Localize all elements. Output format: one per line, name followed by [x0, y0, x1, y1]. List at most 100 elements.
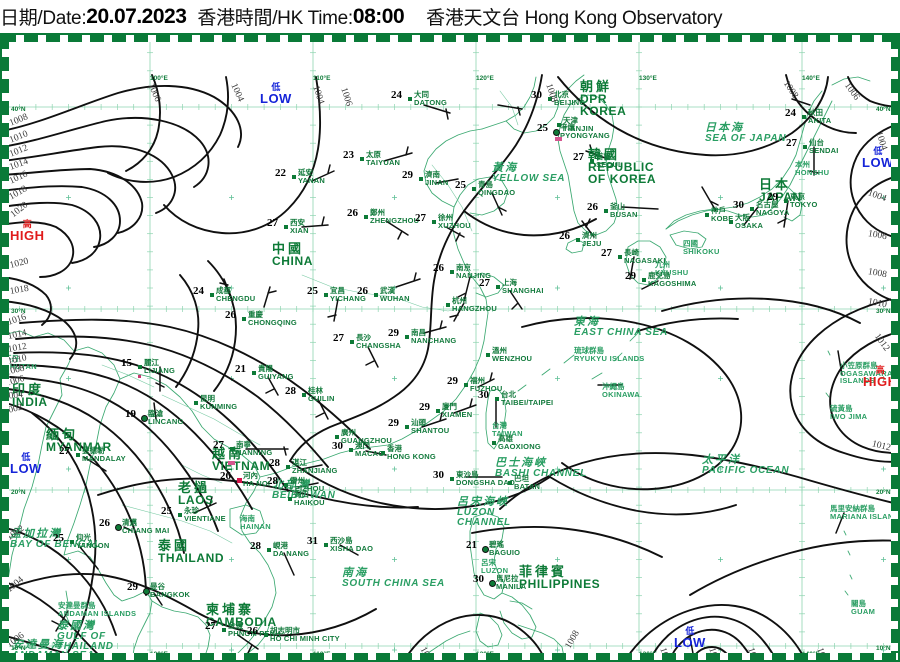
station-name-cn: 廈門 — [442, 402, 457, 411]
station-marker-dot — [464, 383, 468, 387]
country-label-en: CAMBODIA — [206, 615, 277, 629]
sea-label-cn: 巴士海峽 — [495, 457, 547, 469]
station-marker-dot — [267, 548, 271, 552]
station-name-cn: 仙台 — [809, 138, 824, 147]
station-name-en: VIENTIANE — [184, 513, 226, 523]
station-name-cn: 澳門 — [355, 441, 370, 450]
island-label: 安達曼群島 ANDAMAN ISLANDS — [58, 602, 136, 617]
station-temperature: 24 — [391, 89, 402, 101]
sea-label: 太平洋 PACIFIC OCEAN — [702, 455, 789, 476]
station-name: 平壤 PYONGYANG — [560, 124, 610, 139]
station-name: 濟州 JEJU — [582, 232, 602, 247]
station-temperature: 28 — [250, 540, 261, 552]
station-name: 胡志明市 HO CHI MINH CITY — [270, 627, 340, 642]
station-name-cn: 汕頭 — [411, 418, 426, 427]
station-temperature: 24 — [193, 285, 204, 297]
station-name: 桂林 GUILIN — [308, 387, 335, 402]
sea-label: 北部灣 BEIBU WAN — [272, 480, 336, 501]
station-temperature: 25 — [537, 122, 548, 134]
station-marker-dot — [194, 401, 198, 405]
station-marker-dot — [450, 270, 454, 274]
country-label-cn: 老撾 — [178, 480, 211, 495]
station-name-cn: 平壤 — [560, 123, 575, 132]
station-temperature: 26 — [347, 207, 358, 219]
station-name: 成都 CHENGDU — [216, 287, 255, 302]
station-name: 太原 TAIYUAN — [366, 151, 400, 166]
station-temperature: 27 — [573, 151, 584, 163]
sea-label: 呂宋海峽 LUZON CHANNEL — [457, 497, 511, 528]
pressure-centre-high: 高 HIGH — [10, 220, 45, 243]
station-name-en: ZHENGZHOU — [370, 215, 420, 225]
station-name-en: XUZHOU — [438, 220, 471, 230]
station-name-cn: 宜昌 — [330, 286, 345, 295]
station-marker-dot — [302, 393, 306, 397]
station-name-en: BAGUIO — [489, 547, 521, 557]
issuer-label: 香港天文台 Hong Kong Observatory — [426, 8, 723, 29]
country-label-cn: 不丹 — [4, 354, 19, 363]
station-name: 海口 HAIKOU — [294, 491, 325, 506]
station-name-en: NAGASAKI — [624, 255, 666, 265]
station-marker-dot — [548, 97, 552, 101]
country-label-en: REPUBLIC OF KOREA — [588, 160, 657, 186]
station-temperature: 26 — [247, 625, 258, 637]
station-marker-dot — [557, 123, 561, 127]
station-temperature: 26 — [559, 230, 570, 242]
station-name-en: GUIYANG — [258, 371, 294, 381]
pressure-centre-low: 低 LOW — [862, 147, 894, 170]
station-temperature: 28 — [267, 475, 278, 487]
station-name-en: SENDAI — [809, 145, 839, 155]
station-temperature: 26 — [225, 309, 236, 321]
station-name: 汕頭 SHANTOU — [411, 419, 449, 434]
station-name-cn: 碧瑤 — [489, 540, 504, 549]
station-name: 南昌 NANCHANG — [411, 329, 456, 344]
sea-label-en: BEIBU WAN — [272, 490, 336, 501]
station-name-en: YICHANG — [330, 293, 366, 303]
island-label-en: OGASAWARA ISLANDS — [840, 368, 893, 385]
station-name: 長沙 CHANGSHA — [356, 334, 401, 349]
station-name-en: JEJU — [582, 238, 602, 248]
station-name-cn: 長沙 — [356, 333, 371, 342]
sea-label-cn: 呂宋海峽 — [457, 496, 509, 508]
station-name-cn: 貴陽 — [258, 364, 273, 373]
station-temperature: 27 — [267, 217, 278, 229]
station-temperature: 22 — [275, 167, 286, 179]
grid-label: 120°E — [476, 651, 494, 658]
island-label: 台灣 TAIWAN — [492, 422, 523, 437]
country-label: 菲律賓 PHILIPPINES — [519, 565, 600, 590]
sea-label-cn: 孟加拉灣 — [10, 528, 62, 540]
station-temperature: 27 — [415, 212, 426, 224]
island-label-en: RYUKYU ISLANDS — [574, 353, 645, 363]
station-marker-dot — [590, 159, 594, 163]
sea-label-en: BAY OF BENGAL — [10, 539, 101, 550]
station-temperature: 29 — [402, 169, 413, 181]
station-name-cn: 長崎 — [624, 248, 639, 257]
station-name-en: OSAKA — [735, 220, 764, 230]
station-name-en: MACAO — [355, 448, 385, 458]
station-name-cn: 清邁 — [122, 518, 137, 527]
country-label-en: CHINA — [272, 254, 313, 268]
station-marker-dot — [576, 238, 580, 242]
pressure-centre-en: LOW — [674, 635, 706, 650]
station-name: 濟南 JINAN — [425, 171, 449, 186]
station-name-en: HA NOI — [243, 478, 271, 488]
station-name: 臨滄 LINCANG — [148, 410, 184, 425]
station-marker-dot — [508, 481, 512, 485]
station-name: 大同 DATONG — [414, 91, 447, 106]
station-name-cn: 溫州 — [492, 346, 507, 355]
station-name: 清邁 CHIANG MAI — [122, 519, 169, 534]
station-temperature: 29 — [419, 401, 430, 413]
station-name-cn: 曼德勒 — [82, 446, 105, 455]
station-marker-capital — [237, 478, 242, 483]
island-label-cn: 沖繩島 — [602, 382, 625, 391]
station-name: 溫州 WENZHOU — [492, 347, 532, 362]
station-temperature: 15 — [121, 357, 132, 369]
station-name-en: KUNMING — [200, 401, 238, 411]
pressure-centre-en: LOW — [862, 155, 894, 170]
pressure-centre-cn: 高 — [875, 365, 885, 375]
station-marker-dot — [242, 317, 246, 321]
station-marker-band — [228, 461, 235, 465]
station-name: 釜山 BUSAN — [610, 203, 638, 218]
station-name-cn: 成都 — [216, 286, 231, 295]
station-name: 湛江 ZHANJIANG — [292, 459, 338, 474]
station-name-cn: 桂林 — [308, 386, 323, 395]
